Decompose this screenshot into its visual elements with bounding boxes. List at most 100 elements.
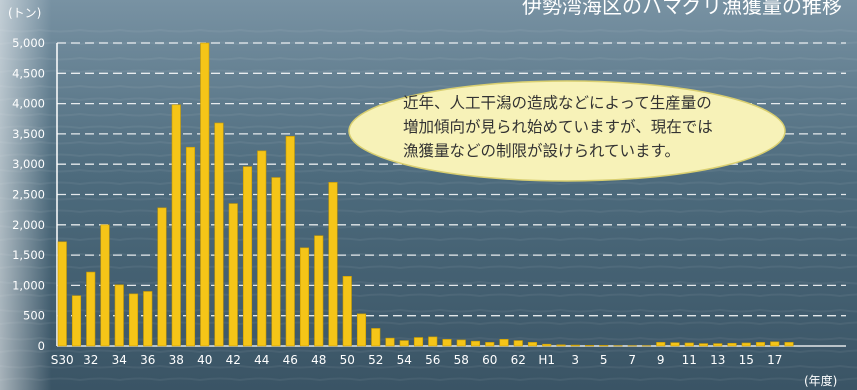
y-tick-label: 1,500 (12, 248, 45, 262)
callout-bubble (348, 80, 786, 182)
bar-32 (86, 271, 96, 347)
bar-36 (143, 291, 153, 347)
bar-43 (242, 166, 253, 347)
wave-line (0, 377, 857, 382)
x-tick-label: 56 (425, 353, 440, 367)
bar-49 (328, 182, 338, 347)
bar-4 (584, 345, 595, 347)
bar-14 (727, 342, 737, 347)
y-tick-label: 4,500 (12, 66, 45, 80)
bar-56 (428, 336, 438, 347)
bar-46 (285, 136, 295, 347)
y-tick-label: 3,000 (12, 157, 45, 171)
wave-line (0, 364, 857, 369)
callout-line-3: 漁獲量などの制限が設けられています。 (403, 142, 680, 160)
bar-16 (755, 342, 766, 347)
x-tick-label: S30 (51, 353, 74, 367)
x-tick-label: 38 (169, 353, 184, 367)
bar-62 (513, 340, 523, 347)
bar-35 (128, 293, 139, 347)
bar-52 (371, 328, 381, 347)
x-tick-label: 54 (397, 353, 412, 367)
y-tick-label: 2,500 (12, 188, 45, 202)
bar-58 (456, 339, 466, 347)
x-tick-label: 7 (628, 353, 636, 367)
y-tick-label: 4,000 (12, 97, 45, 111)
x-tick-label: 17 (767, 353, 782, 367)
bar-S30 (57, 241, 67, 347)
wave-line (0, 280, 857, 285)
wave-line (0, 224, 857, 229)
bar-37 (157, 207, 167, 347)
bar-48 (314, 235, 324, 347)
x-tick-label: 5 (600, 353, 608, 367)
bar-45 (271, 177, 281, 347)
wave-line (0, 69, 857, 74)
wave-line (0, 265, 857, 270)
bar-13 (713, 343, 723, 347)
bar-9 (656, 342, 666, 347)
x-tick-label: 13 (710, 353, 725, 367)
bar-2 (556, 344, 566, 347)
x-tick-label: 50 (340, 353, 355, 367)
wave-line (0, 28, 857, 33)
bar-59 (470, 340, 481, 347)
x-tick-label: 52 (368, 353, 383, 367)
y-tick-label: 0 (38, 339, 45, 353)
bar-50 (342, 276, 352, 347)
x-tick-label: 46 (283, 353, 298, 367)
wave-line (0, 56, 857, 61)
bar-39 (185, 146, 196, 347)
bar-44 (257, 150, 267, 347)
bar-5 (599, 345, 609, 347)
y-tick-label: 3,500 (12, 127, 45, 141)
x-tick-label: 42 (226, 353, 241, 367)
bar-60 (485, 342, 495, 347)
x-tick-label: 44 (254, 353, 269, 367)
x-tick-label: 60 (482, 353, 497, 367)
y-tick-label: 500 (23, 309, 45, 323)
x-tick-label: 34 (112, 353, 127, 367)
callout-line-1: 近年、人工干潟の造成などによって生産量の (403, 94, 712, 112)
x-tick-label: 36 (140, 353, 155, 367)
bar-3 (570, 344, 580, 347)
y-axis-unit-label: (トン) (8, 6, 41, 20)
bar-33 (100, 224, 110, 347)
bar-51 (356, 313, 367, 347)
bar-11 (684, 342, 694, 347)
x-tick-label: 15 (739, 353, 754, 367)
x-axis-unit-label: (年度) (804, 373, 837, 388)
wave-line (0, 349, 857, 354)
bar-55 (413, 337, 424, 347)
bar-17 (770, 341, 780, 347)
x-tick-label: 62 (511, 353, 526, 367)
bar-10 (670, 342, 680, 347)
bar-57 (442, 339, 452, 347)
chart-title: 伊勢湾海区のハマグリ漁獲量の推移 (522, 0, 842, 18)
bar-47 (299, 247, 310, 347)
bar-53 (385, 337, 395, 347)
x-tick-label: H1 (538, 353, 555, 367)
bar-series (57, 42, 794, 347)
bar-61 (499, 339, 509, 347)
bar-H1 (542, 343, 552, 347)
y-tick-label: 2,000 (12, 218, 45, 232)
y-tick-label: 5,000 (12, 36, 45, 50)
y-tick-labels: 0 500 1,000 1,500 2,000 2,500 3,000 3,500 4,000 4… (12, 36, 45, 353)
x-tick-labels: S30 32 34 36 38 40 42 44 46 48 50 52 54 56 58 60 62 H1 3 5 7… (51, 353, 783, 367)
bar-42 (228, 203, 238, 347)
bar-63 (527, 342, 538, 347)
wave-line (0, 181, 857, 186)
callout-line-2: 増加傾向が見られ始めていますが、現在では (403, 118, 713, 136)
x-tick-label: 11 (682, 353, 697, 367)
bar-40 (200, 42, 210, 347)
wave-line (0, 84, 857, 89)
x-tick-label: 3 (571, 353, 579, 367)
wave-line (0, 209, 857, 214)
y-tick-label: 1,000 (12, 278, 45, 292)
wave-line (0, 237, 857, 242)
x-tick-label: 48 (311, 353, 326, 367)
bar-18 (784, 342, 794, 347)
wave-line (0, 196, 857, 201)
